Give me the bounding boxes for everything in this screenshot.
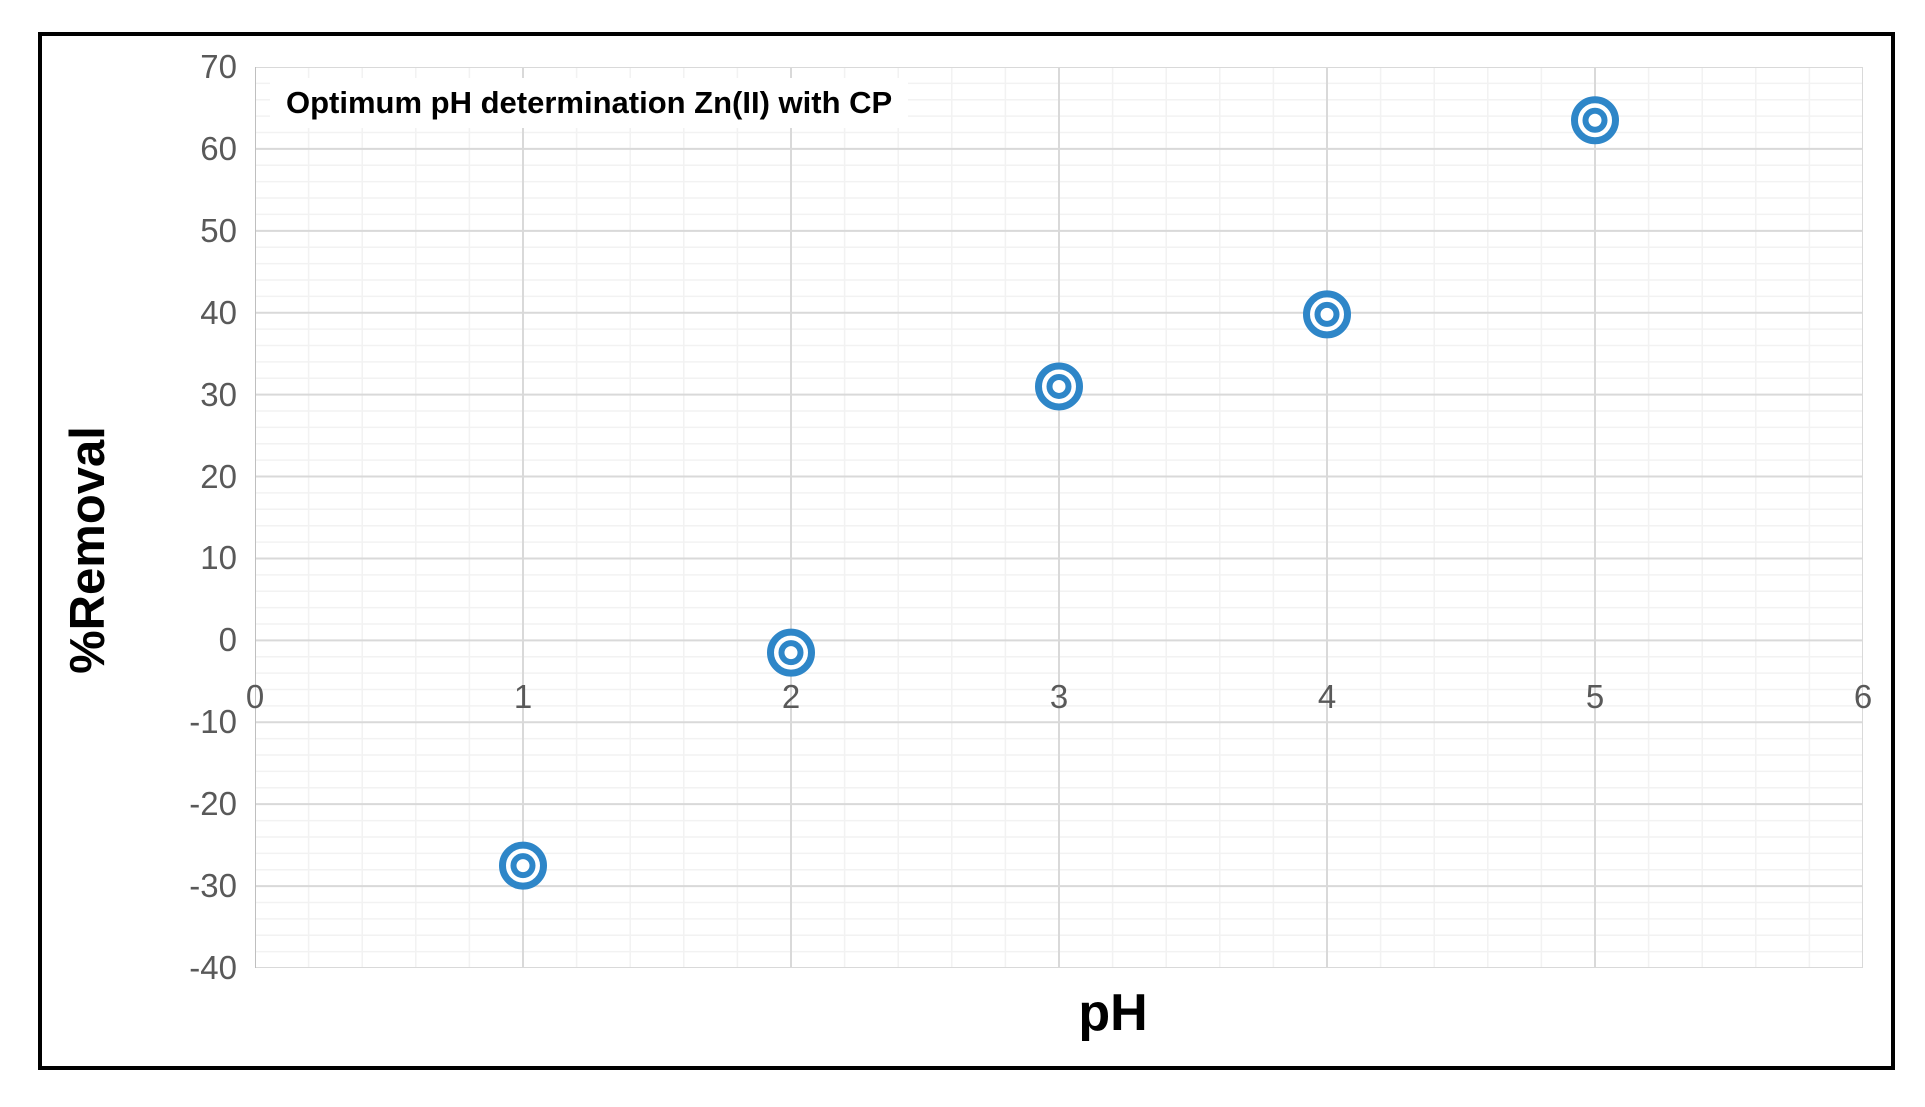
y-axis-title: %Removal [61,426,115,674]
data-point-inner-ring [1582,107,1608,133]
y-tick-label: -20 [189,785,237,823]
y-tick-label: 60 [200,129,237,167]
x-tick-label: 3 [1049,678,1069,716]
y-tick-label: 10 [200,539,237,577]
y-tick-label: 20 [200,457,237,495]
y-tick-label: 0 [218,621,237,659]
x-axis-title: pH [1078,984,1148,1042]
y-tick-label: -30 [189,867,237,905]
x-tick-label: 0 [245,678,265,716]
y-tick-label: -10 [189,703,237,741]
x-tick-label: 2 [781,678,801,716]
x-tick-label: 6 [1853,678,1873,716]
x-tick-label: 5 [1585,678,1605,716]
data-point-inner-ring [1314,301,1340,327]
data-point-inner-ring [1046,373,1072,399]
x-tick-label: 1 [513,678,533,716]
chart-title: Optimum pH determination Zn(II) with CP [270,78,909,128]
data-point-inner-ring [778,640,804,666]
y-tick-label: -40 [189,949,237,986]
figure-border [38,32,1895,1070]
data-point-inner-ring [510,853,536,879]
y-tick-label: 50 [200,211,237,249]
y-tick-label: 70 [200,48,237,85]
y-tick-label: 30 [200,375,237,413]
y-tick-label: 40 [200,293,237,331]
plot-area [255,67,1863,968]
x-tick-label: 4 [1317,678,1337,716]
